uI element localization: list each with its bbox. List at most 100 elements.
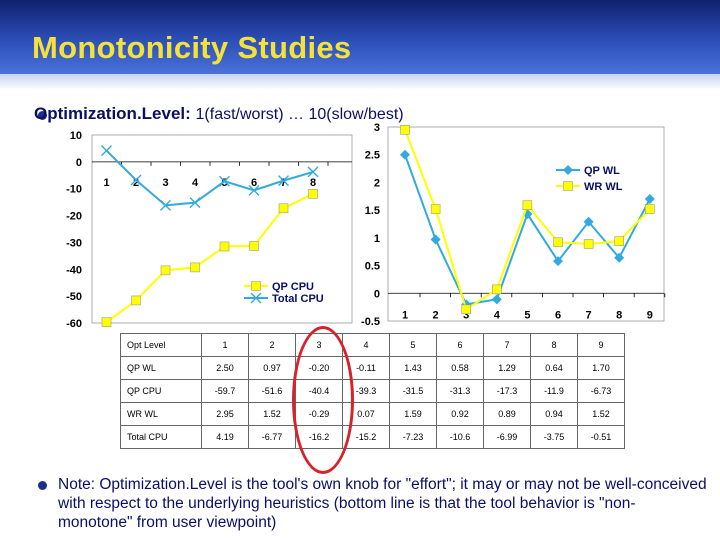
note-text: Note: Optimization.Level is the tool's o… [58,476,707,531]
wl-data-point [644,194,655,205]
cpu-x-tick-label: 6 [251,177,257,189]
wl-plot-area [387,126,665,322]
wl-data-point [430,204,441,214]
table-cell: 7 [483,333,531,357]
wl-x-tick-label: 6 [555,309,561,321]
cpu-data-point [130,174,142,186]
cpu-data-point [101,145,112,157]
table-row-header: Opt Level [120,333,202,357]
table-cell: 4.19 [201,425,249,449]
table-row: Opt Level 1 2 3 4 5 6 7 8 9 [120,333,625,357]
bullet-label: Optimization.Level: [34,104,196,123]
cpu-series-line [105,192,314,323]
table-cell: 4 [342,333,390,357]
wl-legend-label: QP WL [584,165,620,177]
wl-y-tick-label: 0.5 [365,261,380,273]
cpu-data-point [160,199,171,211]
wl-x-tick-label: 5 [524,309,530,321]
cpu-y-tick-label: 10 [70,130,82,142]
wl-data-point [522,200,533,210]
cpu-data-point [307,166,319,178]
title-divider [0,74,720,90]
table-row-header: QP WL [120,356,202,380]
table-cell: 0.89 [483,402,531,426]
wl-data-point [492,284,502,295]
table-cell: 8 [530,333,578,357]
wl-data-point [400,125,410,135]
table-cell: -6.73 [577,379,625,403]
cpu-x-tick-label: 1 [103,177,109,189]
table-row: QP WL 2.50 0.97 -0.20 -0.11 1.43 0.58 1.29 0.64 1… [120,356,625,380]
cpu-data-point [190,262,200,273]
table-cell: -6.77 [248,425,296,449]
wl-y-tick-label: -0.5 [361,316,380,328]
cpu-y-tick-label: 0 [76,157,82,169]
cpu-legend-label: QP CPU [272,281,314,293]
wl-legend-marker [563,165,573,175]
cpu-data-point [160,265,171,276]
table-cell: -51.6 [248,379,296,403]
wl-data-point [491,294,502,305]
wl-y-tick-label: 2 [374,177,380,189]
table-row-header: QP CPU [120,379,202,403]
wl-y-tick-label: 0 [374,288,380,300]
table-row: QP CPU -59.7 -51.6 -40.4 -39.3 -31.5 -31.3 -17.… [120,379,625,403]
table-cell: 9 [577,333,625,357]
cpu-y-tick-label: -10 [66,184,82,196]
table-cell: -11.9 [530,379,578,403]
cpu-x-tick-label: 4 [192,177,199,189]
wl-y-tick-label: 1.5 [365,205,380,217]
cpu-data-point [131,295,141,306]
table-cell: 0.92 [436,402,484,426]
table-row-header: Total CPU [120,425,202,449]
wl-data-point [583,216,594,227]
table-cell: -6.99 [483,425,531,449]
wl-x-tick-label: 9 [647,309,653,321]
table-cell: -17.3 [483,379,531,403]
cpu-data-point [278,175,289,187]
cpu-data-point [189,197,201,209]
table-cell: 1.52 [577,402,625,426]
bullet-optimization-level: Optimization.Level: 1(fast/worst) … 10(s… [34,104,404,124]
table-cell: 2.50 [201,356,249,380]
table-cell: 0.58 [436,356,484,380]
table-cell: 2.95 [201,402,249,426]
wl-data-point [583,239,594,249]
table-cell: 6 [436,333,484,357]
data-table: Opt Level 1 2 3 4 5 6 7 8 9 QP WL 2.50 0.97 -0.20 -0.1… [120,333,625,449]
bullet-value: 1(fast/worst) … 10(slow/best) [195,106,404,123]
wl-x-tick-label: 3 [463,309,469,321]
wl-legend-marker [563,181,573,191]
cpu-x-tick-label: 5 [221,177,227,189]
table-cell: -10.6 [436,425,484,449]
cpu-x-tick-label: 3 [162,177,168,189]
table-cell: 5 [389,333,437,357]
cpu-y-tick-label: -40 [66,264,82,276]
wl-data-point [553,237,563,248]
wl-legend: QP WL WR WL [556,165,623,193]
page-title: Monotonicity Studies [32,30,352,65]
table-cell: 1.52 [248,402,296,426]
wirelength-chart: 3 2.5 2 1.5 1 0.5 0 -0.5 1 2 3 4 5 6 7 8 9 QP WL WR WL [361,122,666,328]
bullet-icon [38,111,47,120]
highlight-oval [292,326,354,474]
wl-x-tick-label: 7 [586,309,592,321]
table-cell: 1 [201,333,249,357]
wl-data-point [430,234,441,245]
table-cell: -59.7 [201,379,249,403]
wl-data-point [400,149,410,160]
table-cell: 1.29 [483,356,531,380]
table-cell: 1.59 [389,402,437,426]
cpu-data-point [101,317,112,327]
cpu-x-tick-label: 8 [310,177,316,189]
table-row: WR WL 2.95 1.52 -0.29 0.07 1.59 0.92 0.89 0.94 1.… [120,402,625,426]
table-cell: -31.5 [389,379,437,403]
cpu-data-point [278,203,289,214]
cpu-y-tick-label: -50 [66,291,82,303]
table-cell: 0.64 [530,356,578,380]
cpu-data-point [219,175,230,187]
wl-y-tick-label: 2.5 [365,150,380,162]
cpu-data-point [249,241,259,251]
